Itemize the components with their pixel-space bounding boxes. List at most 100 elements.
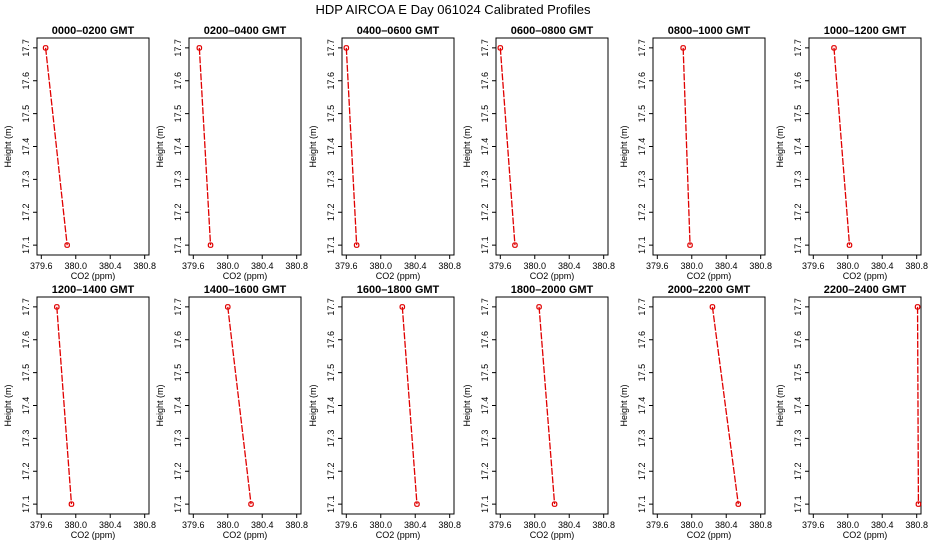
x-tick-label: 380.4 bbox=[251, 520, 274, 530]
x-axis-label: CO2 (ppm) bbox=[71, 530, 116, 540]
x-tick-label: 380.4 bbox=[715, 261, 738, 271]
profile-point bbox=[536, 304, 542, 310]
profile-point bbox=[680, 45, 686, 51]
y-tick-label: 17.4 bbox=[21, 397, 31, 415]
figure-title: HDP AIRCOA E Day 061024 Calibrated Profi… bbox=[315, 2, 591, 17]
y-tick-label: 17.3 bbox=[793, 430, 803, 448]
x-axis-label: CO2 (ppm) bbox=[843, 530, 888, 540]
y-tick-label: 17.1 bbox=[21, 236, 31, 254]
y-tick-label: 17.6 bbox=[21, 72, 31, 90]
profile-line bbox=[44, 47, 68, 246]
y-tick-label: 17.2 bbox=[637, 462, 647, 480]
plot-frame bbox=[808, 296, 922, 515]
x-axis-label: CO2 (ppm) bbox=[687, 530, 732, 540]
y-tick-label: 17.6 bbox=[173, 331, 183, 349]
plot-frame bbox=[495, 296, 609, 515]
plot-frame bbox=[188, 296, 302, 515]
y-axis-label: Height (m) bbox=[619, 125, 629, 167]
profile-point bbox=[42, 45, 49, 51]
y-tick-label: 17.3 bbox=[326, 430, 336, 448]
y-tick-label: 17.6 bbox=[326, 331, 336, 349]
x-tick-label: 379.6 bbox=[30, 261, 53, 271]
profile-panel: 1000–1200 GMT 379.6 380.0 380.4 380.8 17.1 17.… bbox=[775, 25, 928, 281]
y-tick-label: 17.2 bbox=[793, 203, 803, 221]
profile-panel: 2000–2200 GMT 379.6 380.0 380.4 380.8 17.1 17.… bbox=[619, 284, 772, 540]
y-tick-label: 17.4 bbox=[793, 397, 803, 415]
x-tick-label: 379.6 bbox=[802, 261, 825, 271]
y-tick-label: 17.4 bbox=[21, 138, 31, 156]
x-tick-label: 380.8 bbox=[438, 261, 461, 271]
y-tick-label: 17.6 bbox=[480, 331, 490, 349]
x-tick-label: 380.0 bbox=[681, 520, 704, 530]
profile-point bbox=[248, 501, 254, 507]
y-tick-label: 17.7 bbox=[173, 39, 183, 57]
y-tick-label: 17.5 bbox=[173, 105, 183, 123]
x-tick-label: 380.8 bbox=[285, 520, 308, 530]
plot-frame bbox=[36, 37, 150, 256]
plot-frame bbox=[652, 37, 766, 256]
y-tick-label: 17.4 bbox=[480, 138, 490, 156]
profile-point bbox=[414, 501, 420, 507]
x-tick-label: 380.0 bbox=[65, 520, 88, 530]
y-tick-label: 17.4 bbox=[637, 397, 647, 415]
y-axis-label: Height (m) bbox=[462, 125, 472, 167]
x-tick-label: 380.4 bbox=[558, 520, 581, 530]
y-tick-label: 17.7 bbox=[480, 298, 490, 316]
plot-frame bbox=[652, 296, 766, 515]
profile-point bbox=[846, 242, 853, 248]
profile-panel: 1600–1800 GMT 379.6 380.0 380.4 380.8 17.1 17.… bbox=[308, 284, 461, 540]
profile-panel: 0400–0600 GMT 379.6 380.0 380.4 380.8 17.1 17.… bbox=[308, 25, 461, 281]
x-tick-label: 380.8 bbox=[749, 520, 772, 530]
y-tick-label: 17.6 bbox=[326, 72, 336, 90]
y-axis-label: Height (m) bbox=[308, 384, 318, 426]
y-tick-label: 17.1 bbox=[793, 495, 803, 513]
profile-point bbox=[914, 304, 921, 310]
x-tick-label: 380.4 bbox=[715, 520, 738, 530]
x-tick-label: 380.8 bbox=[905, 520, 928, 530]
y-tick-label: 17.6 bbox=[793, 72, 803, 90]
y-tick-label: 17.3 bbox=[21, 430, 31, 448]
profile-line bbox=[538, 306, 556, 505]
x-tick-label: 380.0 bbox=[65, 261, 88, 271]
profile-line bbox=[227, 306, 252, 505]
y-tick-label: 17.2 bbox=[21, 203, 31, 221]
y-tick-label: 17.6 bbox=[173, 72, 183, 90]
panel-title: 1800–2000 GMT bbox=[511, 284, 594, 296]
y-tick-label: 17.7 bbox=[21, 39, 31, 57]
panel-title: 2000–2200 GMT bbox=[668, 284, 751, 296]
panel-title: 1000–1200 GMT bbox=[824, 25, 907, 37]
profile-line bbox=[682, 47, 691, 246]
plot-frame bbox=[341, 296, 455, 515]
x-axis-label: CO2 (ppm) bbox=[223, 530, 268, 540]
x-tick-label: 379.6 bbox=[30, 520, 53, 530]
x-tick-label: 380.4 bbox=[871, 520, 894, 530]
plot-frame bbox=[808, 37, 922, 256]
profile-line bbox=[198, 47, 212, 246]
y-tick-label: 17.7 bbox=[793, 298, 803, 316]
x-tick-label: 380.4 bbox=[99, 261, 122, 271]
y-tick-label: 17.7 bbox=[326, 39, 336, 57]
y-tick-label: 17.6 bbox=[637, 72, 647, 90]
y-tick-label: 17.4 bbox=[637, 138, 647, 156]
y-tick-label: 17.3 bbox=[637, 430, 647, 448]
profile-point bbox=[343, 45, 350, 51]
x-axis-label: CO2 (ppm) bbox=[71, 271, 116, 281]
x-axis-label: CO2 (ppm) bbox=[843, 271, 888, 281]
y-tick-label: 17.3 bbox=[793, 171, 803, 189]
y-tick-label: 17.4 bbox=[326, 138, 336, 156]
y-tick-label: 17.5 bbox=[326, 364, 336, 382]
x-tick-label: 380.0 bbox=[837, 261, 860, 271]
profile-panel: 1200–1400 GMT 379.6 380.0 380.4 380.8 17.1 17.… bbox=[3, 284, 156, 540]
x-tick-label: 379.6 bbox=[335, 520, 358, 530]
y-tick-label: 17.7 bbox=[173, 298, 183, 316]
y-tick-label: 17.2 bbox=[326, 203, 336, 221]
x-axis-label: CO2 (ppm) bbox=[530, 530, 575, 540]
x-tick-label: 380.8 bbox=[905, 261, 928, 271]
profile-line bbox=[916, 306, 920, 505]
x-tick-label: 380.8 bbox=[592, 261, 615, 271]
y-axis-label: Height (m) bbox=[155, 384, 165, 426]
y-tick-label: 17.6 bbox=[793, 331, 803, 349]
x-tick-label: 380.0 bbox=[837, 520, 860, 530]
panel-title: 0600–0800 GMT bbox=[511, 25, 594, 37]
profile-point bbox=[687, 242, 693, 248]
